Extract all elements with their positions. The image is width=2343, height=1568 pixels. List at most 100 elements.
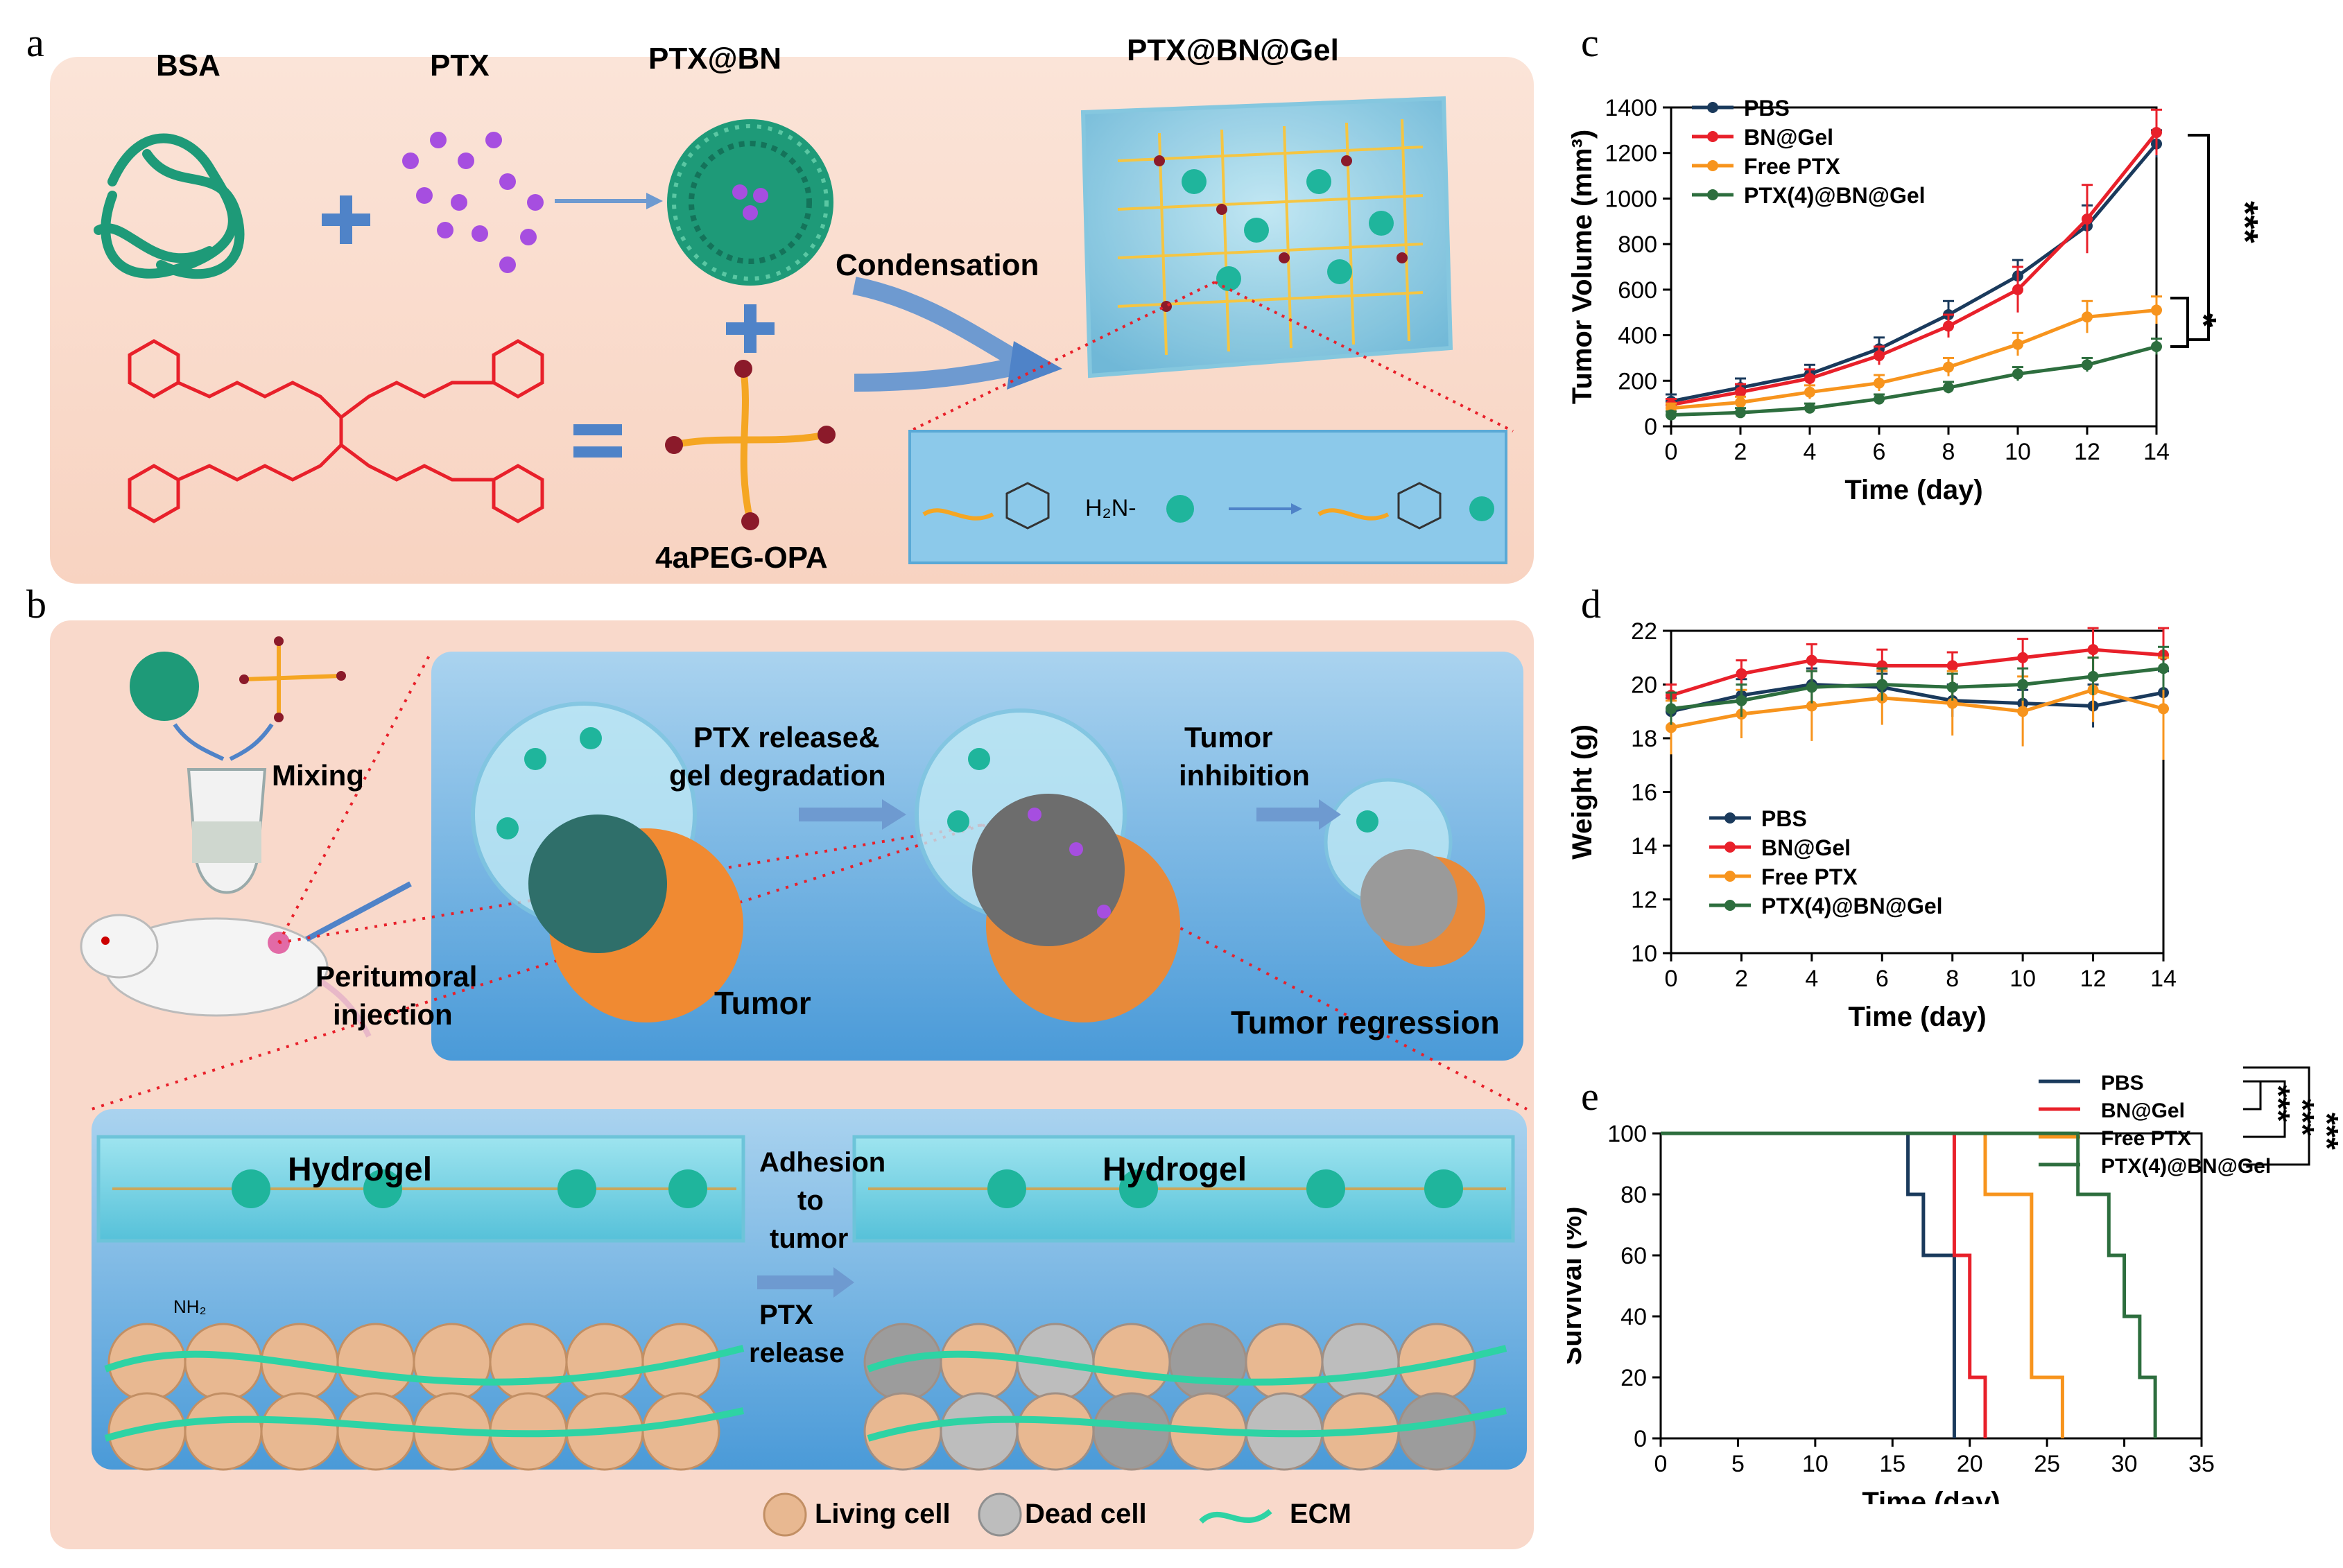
label-ptx-line2: release bbox=[749, 1338, 845, 1368]
label-hydrogel-right: Hydrogel bbox=[1103, 1151, 1247, 1188]
label-ptx-line1: PTX bbox=[759, 1300, 813, 1330]
y-tick-label: 100 bbox=[1607, 1121, 1647, 1147]
y-tick-label: 12 bbox=[1631, 887, 1657, 914]
data-point bbox=[1876, 679, 1888, 690]
ecm-icon bbox=[1199, 1508, 1272, 1524]
data-point bbox=[1946, 660, 1958, 672]
x-axis-label: Time (day) bbox=[1848, 1002, 1986, 1032]
bsa-protein-image bbox=[94, 133, 245, 279]
tumor-image-2 bbox=[915, 708, 1180, 1022]
label-mixing: Mixing bbox=[272, 759, 364, 792]
x-tick-label: 6 bbox=[1876, 966, 1889, 992]
sig-bracket-2 bbox=[2243, 1080, 2286, 1138]
y-tick-label: 20 bbox=[1631, 672, 1657, 699]
data-point bbox=[1943, 320, 1954, 332]
significance-label: *** bbox=[2260, 1085, 2297, 1122]
peg-chemical-structure bbox=[128, 339, 544, 523]
y-tick-label: 14 bbox=[1631, 833, 1657, 860]
series-line bbox=[1670, 688, 2164, 729]
data-point bbox=[2151, 127, 2162, 139]
data-point bbox=[1874, 377, 1885, 389]
series-line bbox=[1670, 142, 2158, 403]
series-line bbox=[1670, 682, 2164, 713]
series-line bbox=[1670, 647, 2164, 697]
data-point bbox=[2082, 359, 2093, 371]
living-cell-icon bbox=[763, 1492, 807, 1537]
mini-nanoparticle-image bbox=[130, 652, 199, 721]
x-tick-label: 25 bbox=[2034, 1451, 2060, 1477]
x-tick-label: 2 bbox=[1734, 439, 1747, 465]
x-tick-label: 5 bbox=[1731, 1451, 1745, 1477]
data-point bbox=[1874, 393, 1885, 405]
label-tumor-regression: Tumor regression bbox=[1231, 1004, 1500, 1040]
survival-curve bbox=[1661, 1131, 2064, 1438]
tumor-image-1 bbox=[471, 702, 743, 1022]
x-tick-label: 4 bbox=[1804, 439, 1817, 465]
y-tick-label: 800 bbox=[1618, 232, 1657, 258]
significance-bracket-2 bbox=[2170, 297, 2189, 348]
reaction-box bbox=[908, 430, 1507, 564]
data-point bbox=[1804, 386, 1815, 398]
ptx-dots-image bbox=[402, 132, 544, 273]
series-line bbox=[1670, 308, 2157, 410]
panel-a-graphics bbox=[94, 96, 1514, 564]
plus-icon-2 bbox=[726, 304, 775, 353]
legend-marker bbox=[1724, 812, 1736, 824]
tumor-image-3 bbox=[1324, 778, 1485, 967]
label-ptx-bn: PTX@BN bbox=[648, 42, 782, 76]
data-point bbox=[2012, 284, 2023, 295]
data-point bbox=[2017, 652, 2029, 663]
data-point bbox=[1736, 695, 1747, 706]
x-axis-label: Time (day) bbox=[1844, 475, 1982, 505]
y-tick-label: 1200 bbox=[1605, 141, 1657, 167]
label-hydrogel-left: Hydrogel bbox=[288, 1151, 433, 1188]
legend-marker bbox=[1707, 160, 1718, 171]
y-tick-label: 40 bbox=[1620, 1304, 1647, 1330]
plot-frame bbox=[1659, 1132, 2203, 1440]
data-point bbox=[2082, 311, 2093, 323]
data-point bbox=[1806, 654, 1817, 666]
data-point bbox=[1735, 386, 1746, 398]
label-bsa: BSA bbox=[156, 49, 221, 82]
data-point bbox=[2151, 304, 2162, 316]
significance-bracket-1 bbox=[2188, 134, 2210, 341]
label-ptx-release-2: gel degradation bbox=[669, 759, 886, 792]
legend-dead-cell: Dead cell bbox=[1025, 1499, 1147, 1529]
data-point bbox=[1666, 703, 1677, 715]
legend-label: PTX(4)@BN@Gel bbox=[2101, 1155, 2271, 1178]
legend-marker bbox=[1724, 842, 1736, 853]
y-tick-label: 20 bbox=[1620, 1365, 1647, 1391]
legend-marker bbox=[1707, 189, 1718, 200]
plot-frame bbox=[1670, 106, 2158, 428]
chart-d: 0 2 4 6 8 10 12 14 10 12 14 16 18 20 22 Time (day) Weigh… bbox=[1567, 618, 2177, 1032]
label-tumor-inhibition-1: Tumor bbox=[1184, 721, 1273, 753]
data-point bbox=[1804, 373, 1815, 384]
y-tick-label: 22 bbox=[1631, 618, 1657, 645]
panel-b-graphics bbox=[80, 636, 1528, 1537]
label-adhesion-2: to bbox=[797, 1185, 824, 1216]
label-peritumoral: Peritumoral bbox=[315, 960, 478, 993]
legend-label: Free PTX bbox=[2101, 1127, 2191, 1150]
data-point bbox=[1735, 407, 1746, 419]
legend-label: PTX(4)@BN@Gel bbox=[1761, 894, 1943, 918]
data-point bbox=[2158, 703, 2169, 715]
series-line bbox=[1670, 345, 2157, 417]
legend-ecm: ECM bbox=[1290, 1499, 1351, 1529]
legend-label: BN@Gel bbox=[1761, 835, 1851, 860]
legend-label: PBS bbox=[2101, 1072, 2144, 1095]
y-tick-label: 18 bbox=[1631, 726, 1657, 752]
y-axis-label: Tumor Volume (mm³) bbox=[1567, 130, 1598, 404]
panel-letter-a: a bbox=[26, 20, 44, 65]
data-point bbox=[1943, 361, 1954, 373]
significance-label: *** bbox=[2285, 1099, 2321, 1136]
label-peg: 4aPEG-OPA bbox=[655, 541, 828, 575]
data-point bbox=[1943, 382, 1954, 394]
y-tick-label: 80 bbox=[1620, 1182, 1647, 1208]
label-ptx: PTX bbox=[430, 49, 490, 82]
condensation-arrow-icon bbox=[852, 277, 1062, 392]
label-injection: injection bbox=[333, 998, 453, 1031]
y-tick-label: 1400 bbox=[1605, 95, 1657, 121]
x-tick-label: 12 bbox=[2080, 966, 2107, 992]
peg-star-image bbox=[665, 360, 836, 530]
y-tick-label: 200 bbox=[1618, 368, 1657, 394]
